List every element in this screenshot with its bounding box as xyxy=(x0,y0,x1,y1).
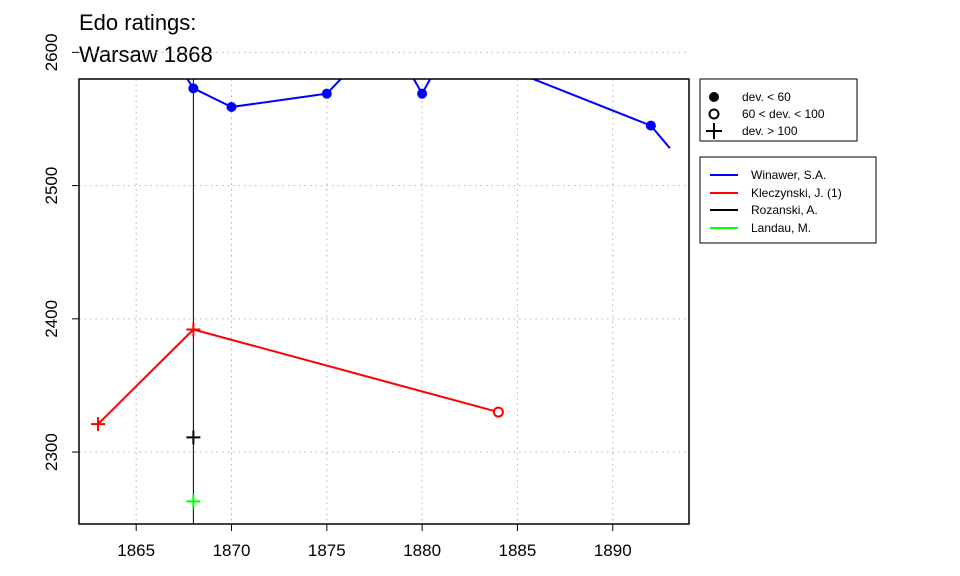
series-line-winawer-s-a xyxy=(186,79,671,149)
x-tick-label: 1870 xyxy=(213,541,251,560)
x-tick-label: 1885 xyxy=(499,541,537,560)
data-point-kleczynski-j-1 xyxy=(186,322,201,337)
open-circle-icon xyxy=(708,108,720,120)
data-point-winawer-s-a xyxy=(645,120,656,131)
data-point-winawer-s-a xyxy=(188,83,199,94)
data-point-winawer-s-a xyxy=(226,101,237,112)
data-point-winawer-s-a xyxy=(455,15,465,25)
legend-entry-landau: Landau, M. xyxy=(751,221,811,235)
symbol-legend-label: 60 < dev. < 100 xyxy=(742,107,825,121)
data-point-winawer-s-a xyxy=(474,53,484,63)
y-tick-label: 2600 xyxy=(42,33,61,71)
data-point-kleczynski-j-1 xyxy=(91,417,106,432)
data-point-winawer-s-a xyxy=(321,88,332,99)
data-point-winawer-s-a xyxy=(360,49,370,59)
x-tick-label: 1875 xyxy=(308,541,346,560)
axis-layer: 1865 1870 1875 1880 1885 1890 2300 2400 2500 2600 xyxy=(42,33,632,560)
data-point-winawer-s-a xyxy=(417,88,428,99)
chart-title-line-1: Edo ratings: xyxy=(79,10,197,35)
symbol-legend: dev. < 60 60 < dev. < 100 dev. > 100 xyxy=(699,78,858,142)
y-tick-label: 2500 xyxy=(42,167,61,205)
series-line-kleczynski-j-1 xyxy=(97,328,499,425)
series-legend: Winawer, S.A. Kleczynski, J. (1) Rozansk… xyxy=(699,156,877,244)
data-point-winawer-s-a xyxy=(169,54,179,64)
symbol-legend-label: dev. < 60 xyxy=(742,90,791,104)
y-tick-label: 2300 xyxy=(42,433,61,471)
grid-layer xyxy=(79,51,689,524)
plus-icon xyxy=(706,123,722,139)
x-tick-label: 1890 xyxy=(594,541,632,560)
series-layer xyxy=(91,15,671,509)
data-point-landau-m xyxy=(186,494,201,509)
filled-circle-icon xyxy=(709,92,719,102)
x-tick-label: 1880 xyxy=(403,541,441,560)
data-point-kleczynski-j-1 xyxy=(492,406,504,418)
chart-title-line-2: Warsaw 1868 xyxy=(79,42,213,67)
x-tick-label: 1865 xyxy=(117,541,155,560)
chart-title: Edo ratings: Warsaw 1868 xyxy=(79,7,213,71)
legend-entry-rozanski: Rozanski, A. xyxy=(751,203,818,217)
symbol-legend-box xyxy=(699,78,858,142)
data-point-rozanski-a xyxy=(186,430,201,445)
y-tick-label: 2400 xyxy=(42,300,61,338)
plot-frame xyxy=(78,78,690,525)
legend-entry-kleczynski: Kleczynski, J. (1) xyxy=(751,186,842,200)
symbol-legend-label: dev. > 100 xyxy=(742,124,798,138)
legend-entry-winawer: Winawer, S.A. xyxy=(751,168,826,182)
data-point-winawer-s-a xyxy=(379,22,389,32)
data-point-winawer-s-a xyxy=(436,54,446,64)
